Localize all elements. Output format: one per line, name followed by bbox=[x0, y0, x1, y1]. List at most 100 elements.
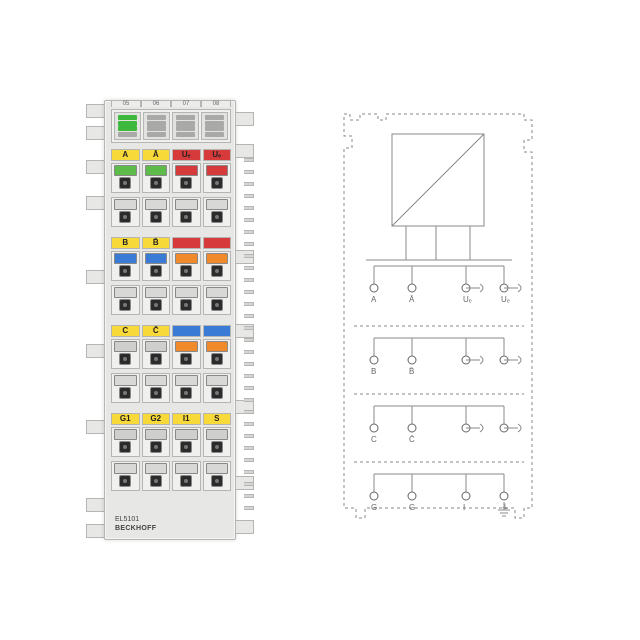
terminal bbox=[203, 251, 232, 281]
terminal bbox=[142, 163, 171, 193]
terminal bbox=[111, 461, 140, 491]
terminal bbox=[172, 285, 201, 315]
terminal bbox=[172, 163, 201, 193]
terminal bbox=[203, 163, 232, 193]
terminal bbox=[203, 339, 232, 369]
wiring-diagram: A Ā Uₑ Uₑ B B̄ C C̄ G G I ⏚ bbox=[336, 110, 542, 526]
status-led bbox=[118, 115, 137, 120]
terminal bbox=[111, 163, 140, 193]
terminal bbox=[172, 427, 201, 457]
status-led bbox=[205, 115, 224, 120]
terminal-label: B̄ bbox=[142, 237, 171, 249]
terminal bbox=[203, 197, 232, 227]
terminal bbox=[111, 285, 140, 315]
svg-text:A: A bbox=[371, 295, 377, 304]
svg-text:G: G bbox=[371, 503, 377, 512]
status-led bbox=[118, 126, 137, 131]
terminal-label bbox=[203, 237, 232, 249]
terminal bbox=[203, 373, 232, 403]
terminal bbox=[142, 251, 171, 281]
terminal-row bbox=[111, 461, 231, 491]
terminal-label: Uₑ bbox=[172, 149, 201, 161]
terminal-row bbox=[111, 373, 231, 403]
terminal bbox=[142, 197, 171, 227]
terminal bbox=[172, 251, 201, 281]
terminal bbox=[172, 339, 201, 369]
terminal-row bbox=[111, 427, 231, 457]
terminal bbox=[203, 285, 232, 315]
status-led bbox=[118, 121, 137, 126]
status-led bbox=[205, 126, 224, 131]
terminal bbox=[111, 427, 140, 457]
svg-text:G: G bbox=[409, 503, 415, 512]
product-id: EL5101 bbox=[115, 516, 139, 523]
svg-text:⏚: ⏚ bbox=[501, 503, 509, 512]
svg-text:B: B bbox=[371, 367, 376, 376]
label-row: BB̄ bbox=[111, 237, 231, 249]
terminal-row bbox=[111, 163, 231, 193]
svg-text:Ā: Ā bbox=[409, 295, 415, 304]
svg-text:I: I bbox=[463, 503, 465, 512]
svg-text:C: C bbox=[371, 435, 377, 444]
terminal bbox=[111, 251, 140, 281]
terminal-label bbox=[203, 325, 232, 337]
terminal-label: Uₑ bbox=[203, 149, 232, 161]
terminal bbox=[142, 373, 171, 403]
status-led bbox=[147, 115, 166, 120]
svg-text:Uₑ: Uₑ bbox=[501, 295, 510, 304]
status-led bbox=[147, 121, 166, 126]
terminal-label: B bbox=[111, 237, 140, 249]
terminal-label: G1 bbox=[111, 413, 140, 425]
module-body: 05 06 07 08 AĀUₑUₑBB̄CC̄G1G2I1S EL5101 B… bbox=[104, 100, 236, 540]
terminal bbox=[203, 461, 232, 491]
status-led bbox=[176, 121, 195, 126]
status-led bbox=[176, 126, 195, 131]
terminal-label: C bbox=[111, 325, 140, 337]
terminal bbox=[172, 373, 201, 403]
terminal bbox=[142, 339, 171, 369]
terminal-module: 05 06 07 08 AĀUₑUₑBB̄CC̄G1G2I1S EL5101 B… bbox=[86, 100, 254, 540]
label-row: CC̄ bbox=[111, 325, 231, 337]
svg-text:C̄: C̄ bbox=[409, 435, 415, 444]
status-led bbox=[147, 126, 166, 131]
led-header: 06 bbox=[141, 100, 171, 107]
module-footer: EL5101 BECKHOFF bbox=[115, 515, 156, 533]
terminal-label: I1 bbox=[172, 413, 201, 425]
label-row: G1G2I1S bbox=[111, 413, 231, 425]
terminal-row bbox=[111, 285, 231, 315]
terminal bbox=[203, 427, 232, 457]
status-led bbox=[147, 132, 166, 137]
status-led bbox=[176, 115, 195, 120]
status-led bbox=[205, 132, 224, 137]
terminal bbox=[142, 427, 171, 457]
led-header: 07 bbox=[171, 100, 201, 107]
terminal-row bbox=[111, 197, 231, 227]
led-header: 08 bbox=[201, 100, 231, 107]
terminal-label bbox=[172, 325, 201, 337]
status-led bbox=[118, 132, 137, 137]
brand-label: BECKHOFF bbox=[115, 525, 156, 532]
terminal bbox=[172, 197, 201, 227]
svg-text:Uₑ: Uₑ bbox=[463, 295, 472, 304]
terminal-label: S bbox=[203, 413, 232, 425]
module-left-rail bbox=[86, 100, 104, 540]
terminal-label: G2 bbox=[142, 413, 171, 425]
led-block bbox=[111, 109, 231, 143]
terminal bbox=[172, 461, 201, 491]
terminal bbox=[111, 373, 140, 403]
led-header: 05 bbox=[111, 100, 141, 107]
module-right-rail bbox=[236, 100, 254, 540]
status-led bbox=[205, 121, 224, 126]
terminal-label bbox=[172, 237, 201, 249]
terminal bbox=[111, 339, 140, 369]
terminal-row bbox=[111, 339, 231, 369]
terminal bbox=[111, 197, 140, 227]
terminal-label: Ā bbox=[142, 149, 171, 161]
terminal-row bbox=[111, 251, 231, 281]
status-led bbox=[176, 132, 195, 137]
terminal-label: C̄ bbox=[142, 325, 171, 337]
terminal bbox=[142, 461, 171, 491]
terminal bbox=[142, 285, 171, 315]
terminal-label: A bbox=[111, 149, 140, 161]
svg-text:B̄: B̄ bbox=[409, 367, 414, 376]
